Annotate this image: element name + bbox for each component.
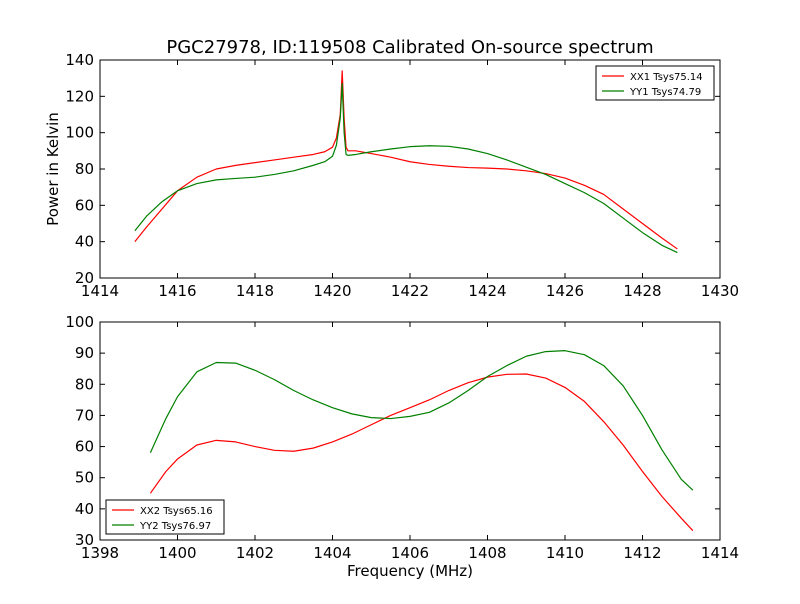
x-tick-label: 1420 [313,282,351,300]
x-tick-label: 1424 [468,282,506,300]
y-tick-label: 80 [75,375,94,393]
y-tick-label: 20 [75,269,94,287]
y-tick-label: 90 [75,344,94,362]
legend: XX2 Tsys65.16 YY2 Tsys76.97 [105,499,225,535]
y-axis-label: Power in Kelvin [44,112,62,226]
legend-label: YY2 Tsys76.97 [139,521,211,532]
legend-box [105,499,225,535]
legend: XX1 Tsys75.14 YY1 Tsys74.79 [595,65,715,101]
y-tick-label: 70 [75,406,94,424]
x-tick-label: 1422 [391,282,429,300]
y-tick-label: 40 [75,233,94,251]
y-tick-label: 40 [75,500,94,518]
x-tick-label: 1398 [81,544,119,562]
series-line-xx2 [149,373,694,532]
y-tick-label: 120 [65,87,94,105]
chart-title: PGC27978, ID:119508 Calibrated On-source… [166,37,653,58]
plot-panel-2: 1398 1400 1402 1404 1406 1408 1410 1412 1414 30 40… [65,313,739,580]
x-tick-label: 1428 [623,282,661,300]
x-tick-label: 1414 [81,282,119,300]
y-tick-label: 30 [75,531,94,549]
x-tick-label: 1430 [701,282,739,300]
x-tick-label: 1402 [236,544,274,562]
x-tick-label: 1400 [158,544,196,562]
x-tick-label: 1406 [391,544,429,562]
legend-label: YY1 Tsys74.79 [629,87,701,98]
series-line-xx1 [134,70,678,250]
legend-box [595,65,715,101]
legend-label: XX1 Tsys75.14 [630,72,703,83]
y-tick-label: 60 [75,438,94,456]
x-tick-label: 1410 [546,544,584,562]
x-tick-label: 1404 [313,544,351,562]
x-tick-label: 1416 [158,282,196,300]
x-tick-label: 1418 [236,282,274,300]
legend-label: XX2 Tsys65.16 [140,506,213,517]
series-line-yy2 [149,350,694,491]
x-tick-label: 1426 [546,282,584,300]
y-tick-label: 80 [75,160,94,178]
x-tick-label: 1408 [468,544,506,562]
x-tick-label: 1414 [701,544,739,562]
y-tick-label: 60 [75,196,94,214]
y-tick-label: 140 [65,51,94,69]
y-tick-label: 100 [65,313,94,331]
x-axis-label: Frequency (MHz) [347,562,473,580]
y-tick-label: 50 [75,469,94,487]
x-tick-label: 1412 [623,544,661,562]
series-line-yy1 [134,83,678,254]
y-tick-label: 100 [65,124,94,142]
plot-panel-1: 1414 1416 1418 1420 1422 1424 1426 1428 1430 20 40… [44,51,739,300]
